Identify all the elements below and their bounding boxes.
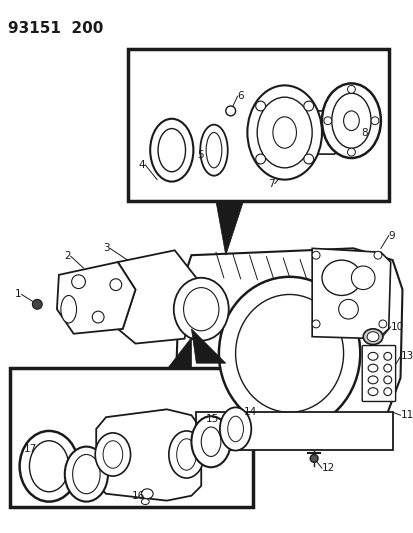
Ellipse shape bbox=[103, 441, 122, 468]
Ellipse shape bbox=[235, 294, 343, 413]
Text: 16: 16 bbox=[132, 491, 145, 500]
Ellipse shape bbox=[255, 101, 265, 111]
Ellipse shape bbox=[338, 300, 357, 319]
Polygon shape bbox=[311, 248, 390, 338]
Text: 14: 14 bbox=[243, 407, 256, 417]
Ellipse shape bbox=[201, 427, 221, 456]
Ellipse shape bbox=[366, 332, 378, 342]
Ellipse shape bbox=[247, 85, 321, 180]
Ellipse shape bbox=[351, 266, 374, 289]
Ellipse shape bbox=[303, 154, 313, 164]
Ellipse shape bbox=[141, 499, 149, 505]
Ellipse shape bbox=[367, 364, 377, 372]
Ellipse shape bbox=[256, 97, 311, 168]
Ellipse shape bbox=[383, 387, 391, 395]
Ellipse shape bbox=[272, 117, 296, 148]
Polygon shape bbox=[191, 329, 225, 363]
Ellipse shape bbox=[370, 117, 378, 125]
Ellipse shape bbox=[362, 329, 382, 344]
Text: 93151  200: 93151 200 bbox=[8, 21, 103, 36]
Ellipse shape bbox=[200, 125, 227, 176]
Ellipse shape bbox=[32, 300, 42, 309]
Text: 11: 11 bbox=[399, 410, 413, 420]
Text: 3: 3 bbox=[103, 244, 110, 253]
Ellipse shape bbox=[61, 295, 76, 323]
Ellipse shape bbox=[158, 128, 185, 172]
Ellipse shape bbox=[303, 101, 313, 111]
Ellipse shape bbox=[331, 93, 370, 148]
Polygon shape bbox=[96, 409, 201, 500]
Text: 2: 2 bbox=[64, 251, 71, 261]
Ellipse shape bbox=[150, 119, 193, 182]
Ellipse shape bbox=[71, 275, 85, 288]
Ellipse shape bbox=[255, 154, 265, 164]
Ellipse shape bbox=[95, 433, 130, 476]
Ellipse shape bbox=[64, 447, 108, 502]
Ellipse shape bbox=[206, 133, 221, 168]
Text: 1: 1 bbox=[15, 289, 21, 300]
Ellipse shape bbox=[29, 441, 69, 492]
FancyBboxPatch shape bbox=[361, 345, 395, 401]
Ellipse shape bbox=[169, 431, 204, 478]
Polygon shape bbox=[57, 262, 135, 334]
Ellipse shape bbox=[311, 251, 319, 259]
Text: 4: 4 bbox=[138, 160, 145, 170]
Polygon shape bbox=[118, 251, 196, 344]
Ellipse shape bbox=[227, 416, 243, 442]
Text: 13: 13 bbox=[399, 351, 413, 361]
Ellipse shape bbox=[373, 251, 381, 259]
Ellipse shape bbox=[367, 387, 377, 395]
Ellipse shape bbox=[92, 311, 104, 323]
Ellipse shape bbox=[367, 376, 377, 384]
Text: 7: 7 bbox=[268, 179, 274, 189]
Ellipse shape bbox=[173, 278, 228, 341]
Ellipse shape bbox=[383, 364, 391, 372]
Text: 9: 9 bbox=[388, 231, 394, 240]
Polygon shape bbox=[176, 248, 401, 425]
Bar bbox=[196, 413, 392, 449]
Ellipse shape bbox=[225, 106, 235, 116]
Bar bbox=[10, 368, 253, 507]
Ellipse shape bbox=[383, 352, 391, 360]
Ellipse shape bbox=[343, 111, 358, 131]
FancyBboxPatch shape bbox=[277, 111, 335, 154]
Text: 8: 8 bbox=[361, 127, 367, 138]
Ellipse shape bbox=[219, 407, 251, 450]
Polygon shape bbox=[216, 201, 243, 255]
Ellipse shape bbox=[141, 489, 153, 499]
Ellipse shape bbox=[218, 277, 359, 430]
Ellipse shape bbox=[110, 279, 121, 290]
Ellipse shape bbox=[367, 352, 377, 360]
Ellipse shape bbox=[347, 148, 354, 156]
Text: 12: 12 bbox=[321, 463, 335, 473]
Ellipse shape bbox=[19, 431, 78, 502]
Polygon shape bbox=[166, 337, 191, 368]
Ellipse shape bbox=[383, 376, 391, 384]
Ellipse shape bbox=[347, 85, 354, 93]
Ellipse shape bbox=[321, 260, 361, 295]
Ellipse shape bbox=[191, 416, 230, 467]
Text: 10: 10 bbox=[390, 322, 403, 332]
Ellipse shape bbox=[321, 84, 380, 158]
Text: 15: 15 bbox=[206, 414, 219, 424]
Ellipse shape bbox=[176, 439, 196, 470]
Text: 5: 5 bbox=[197, 150, 204, 160]
Ellipse shape bbox=[378, 320, 386, 328]
Text: 17: 17 bbox=[24, 443, 37, 454]
Text: 6: 6 bbox=[237, 91, 244, 101]
Ellipse shape bbox=[323, 117, 331, 125]
Ellipse shape bbox=[72, 455, 100, 494]
Ellipse shape bbox=[183, 288, 218, 331]
Ellipse shape bbox=[311, 320, 319, 328]
Ellipse shape bbox=[309, 455, 317, 462]
Bar bbox=[127, 49, 388, 201]
